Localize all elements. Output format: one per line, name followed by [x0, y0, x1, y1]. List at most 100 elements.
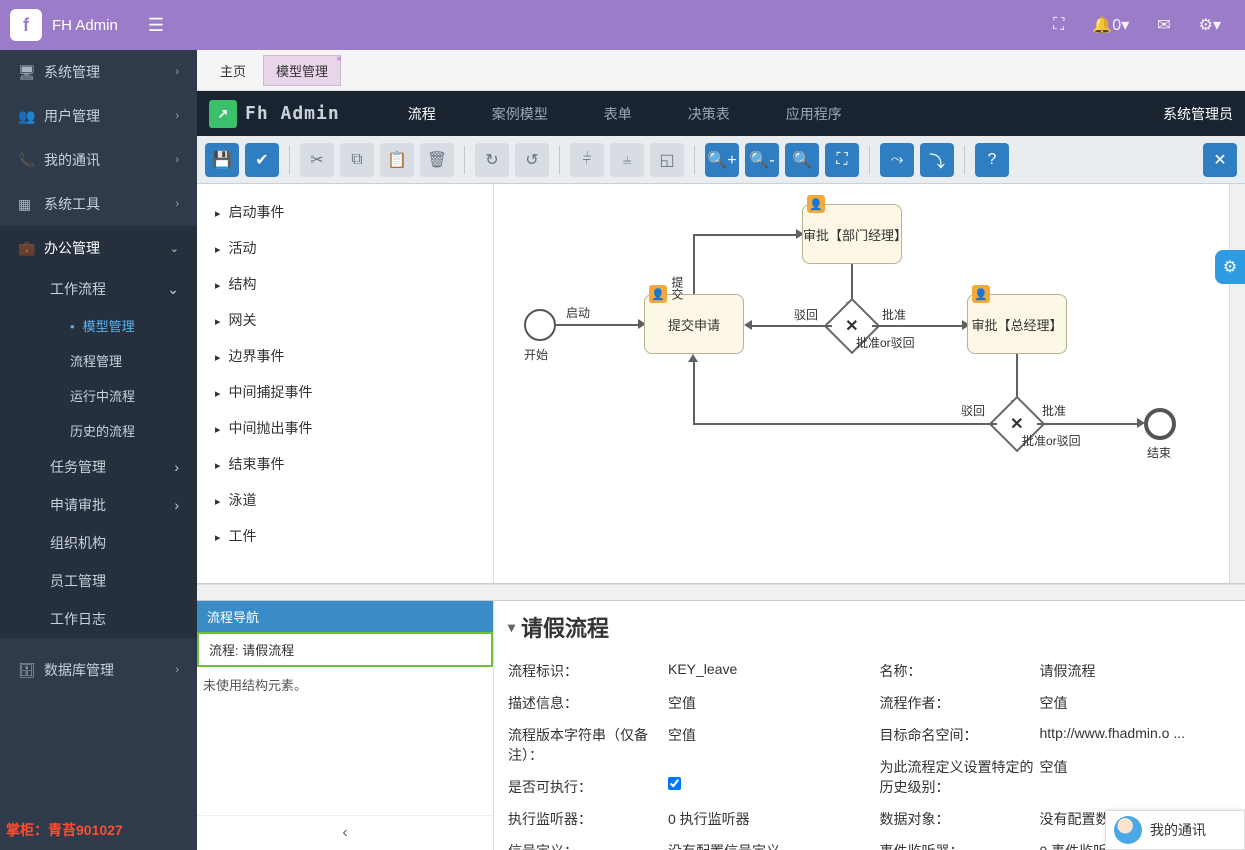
node-mgr-approve[interactable]: 👤审批【部门经理】: [802, 204, 902, 264]
nav-form[interactable]: 表单: [596, 92, 640, 136]
nav-panel-collapse[interactable]: ‹: [197, 815, 493, 850]
sidebar-item-database[interactable]: 🗄数据库管理›: [0, 648, 197, 692]
canvas-scrollbar-h[interactable]: [197, 584, 1245, 600]
sidebar-item-worklog[interactable]: 工作日志: [0, 600, 197, 638]
palette-swimlanes[interactable]: 泳道: [215, 482, 475, 518]
node-end-label: 结束: [1147, 444, 1171, 461]
nav-user[interactable]: 系统管理员: [1163, 104, 1233, 124]
sidebar-item-system[interactable]: 🖥系统管理›: [0, 50, 197, 94]
sidebar-item-task-mgmt[interactable]: 任务管理›: [0, 448, 197, 486]
sidebar-item-running-flows[interactable]: 运行中流程: [0, 378, 197, 413]
palette-intermediate-catch[interactable]: 中间捕捉事件: [215, 374, 475, 410]
nav-panel-note: 未使用结构元素。: [197, 667, 493, 702]
nav-flow[interactable]: 流程: [400, 92, 444, 136]
sidebar-item-users[interactable]: 👥用户管理›: [0, 94, 197, 138]
sidebar-item-workflow[interactable]: 工作流程⌄: [0, 270, 197, 308]
gw2-label: 批准or驳回: [1022, 432, 1081, 449]
float-gear-icon[interactable]: ⚙: [1215, 250, 1245, 284]
canvas-scrollbar-v[interactable]: [1229, 184, 1245, 583]
inner-brand: Fh Admin: [245, 103, 340, 124]
palette-artifacts[interactable]: 工件: [215, 518, 475, 554]
palette-activities[interactable]: 活动: [215, 230, 475, 266]
zoom-reset-button[interactable]: 🔍: [785, 143, 819, 177]
palette-boundary[interactable]: 边界事件: [215, 338, 475, 374]
connector-1-button[interactable]: ⤳: [880, 143, 914, 177]
fullscreen-icon[interactable]: ⛶: [1053, 16, 1064, 34]
nav-decision[interactable]: 决策表: [680, 92, 738, 136]
nav-panel-item[interactable]: 流程: 请假流程: [197, 632, 493, 667]
mail-icon[interactable]: ✉: [1157, 15, 1170, 35]
help-button[interactable]: ?: [975, 143, 1009, 177]
float-chat[interactable]: 我的通讯: [1105, 810, 1245, 850]
brand-name: FH Admin: [52, 17, 118, 34]
topbar: f FH Admin ☰ ⛶ 🔔0▾ ✉ ⚙▾: [0, 0, 1245, 50]
gear-icon[interactable]: ⚙▾: [1199, 15, 1221, 35]
align-h-button[interactable]: ⫩: [570, 143, 604, 177]
sidebar-item-contacts[interactable]: 📞我的通讯›: [0, 138, 197, 182]
avatar-icon: [1114, 816, 1142, 844]
tab-bar: 主页 模型管理×: [197, 50, 1245, 90]
tab-home[interactable]: 主页: [207, 55, 259, 86]
cut-button[interactable]: ✂: [300, 143, 334, 177]
users-icon: 👥: [18, 108, 38, 125]
sidebar-footer: 掌柜：青苔901027: [0, 810, 197, 850]
property-title: 请假流程: [508, 611, 1231, 643]
gw1-approve-label: 批准: [882, 306, 906, 323]
close-icon[interactable]: ×: [336, 54, 342, 65]
close-editor-button[interactable]: ✕: [1203, 143, 1237, 177]
palette-start-events[interactable]: 启动事件: [215, 194, 475, 230]
user-icon: 👤: [649, 285, 667, 303]
node-start[interactable]: [524, 309, 556, 341]
palette-gateways[interactable]: 网关: [215, 302, 475, 338]
nav-panel-header: 流程导航: [197, 601, 493, 632]
float-chat-label: 我的通讯: [1150, 820, 1206, 840]
edge-submit-label: 提交: [669, 276, 686, 300]
sidebar-item-apply-approve[interactable]: 申请审批›: [0, 486, 197, 524]
undo-button[interactable]: ↺: [515, 143, 549, 177]
sidebar-item-tools[interactable]: ▦系统工具›: [0, 182, 197, 226]
validate-button[interactable]: ✔: [245, 143, 279, 177]
sidebar-item-office[interactable]: 💼办公管理⌄: [0, 226, 197, 270]
canvas[interactable]: 开始 启动 👤提交申请 提交 👤审批【部门经理】: [494, 184, 1245, 544]
canvas-wrap[interactable]: 开始 启动 👤提交申请 提交 👤审批【部门经理】: [494, 184, 1245, 583]
palette-structure[interactable]: 结构: [215, 266, 475, 302]
align-v-button[interactable]: ⫨: [610, 143, 644, 177]
gw2-approve-label: 批准: [1042, 402, 1066, 419]
content: 主页 模型管理× ↗ Fh Admin 流程 案例模型 表单 决策表 应用程序 …: [197, 50, 1245, 850]
nav-app[interactable]: 应用程序: [778, 92, 850, 136]
sidebar-item-model-mgmt[interactable]: 模型管理: [0, 308, 197, 343]
zoom-out-button[interactable]: 🔍-: [745, 143, 779, 177]
prop-col-left: 流程标识：KEY_leave 描述信息：空值 流程版本字符串（仅备注）：空值 是…: [508, 655, 860, 850]
executable-checkbox[interactable]: [668, 777, 860, 797]
palette-end-events[interactable]: 结束事件: [215, 446, 475, 482]
redo-button[interactable]: ↻: [475, 143, 509, 177]
bell-icon[interactable]: 🔔0▾: [1092, 15, 1129, 35]
node-start-label: 开始: [524, 346, 548, 363]
phone-icon: 📞: [18, 152, 38, 169]
copy-button[interactable]: ⧉: [340, 143, 374, 177]
delete-button[interactable]: 🗑: [420, 143, 454, 177]
hamburger-icon[interactable]: ☰: [148, 15, 164, 36]
size-button[interactable]: ◱: [650, 143, 684, 177]
nav-case-model[interactable]: 案例模型: [484, 92, 556, 136]
zoom-in-button[interactable]: 🔍+: [705, 143, 739, 177]
sidebar-item-history-flows[interactable]: 历史的流程: [0, 413, 197, 448]
node-submit[interactable]: 👤提交申请: [644, 294, 744, 354]
inner-logo-icon: ↗: [209, 100, 237, 128]
connector-2-button[interactable]: ⤵: [920, 143, 954, 177]
monitor-icon: 🖥: [18, 64, 38, 81]
zoom-fit-button[interactable]: ⛶: [825, 143, 859, 177]
sidebar-item-flow-mgmt[interactable]: 流程管理: [0, 343, 197, 378]
save-button[interactable]: 💾: [205, 143, 239, 177]
node-end[interactable]: [1144, 408, 1176, 440]
bell-count: 0: [1112, 17, 1121, 34]
sidebar-item-staff[interactable]: 员工管理: [0, 562, 197, 600]
sidebar-item-org[interactable]: 组织机构: [0, 524, 197, 562]
paste-button[interactable]: 📋: [380, 143, 414, 177]
node-gm-approve[interactable]: 👤审批【总经理】: [967, 294, 1067, 354]
gw1-reject-label: 驳回: [794, 306, 818, 323]
palette-intermediate-throw[interactable]: 中间抛出事件: [215, 410, 475, 446]
gw1-label: 批准or驳回: [856, 334, 915, 351]
inner-navbar: ↗ Fh Admin 流程 案例模型 表单 决策表 应用程序 系统管理员: [197, 91, 1245, 136]
tab-model-mgmt[interactable]: 模型管理×: [263, 55, 341, 86]
